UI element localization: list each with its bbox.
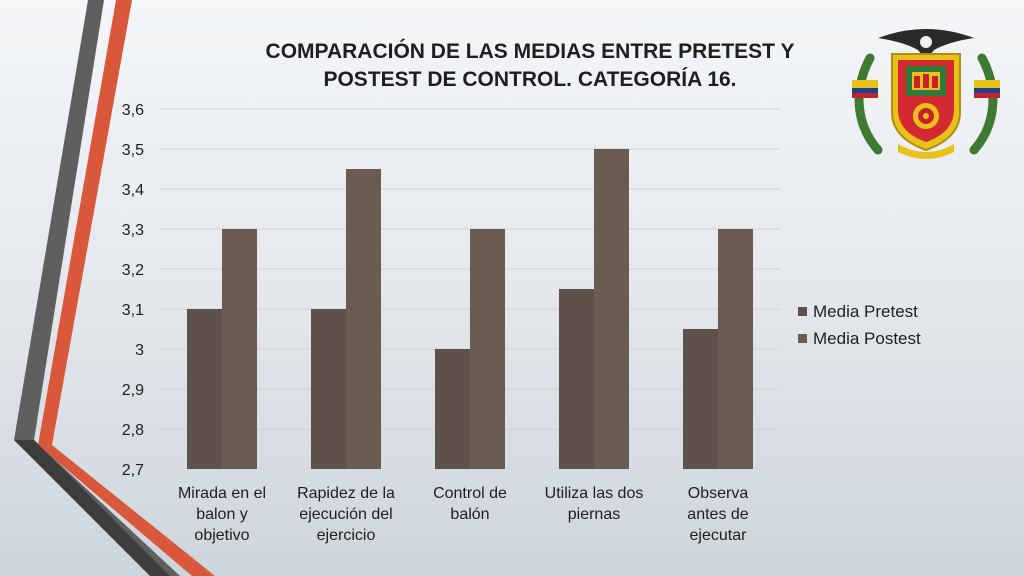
chart-title-line-1: COMPARACIÓN DE LAS MEDIAS ENTRE PRETEST … <box>265 40 795 63</box>
x-category-label-line: piernas <box>568 506 620 523</box>
x-category-label-line: Mirada en el <box>178 485 266 502</box>
decor-stripe-orange <box>38 0 215 576</box>
y-tick-label: 3,6 <box>122 102 144 119</box>
x-category-label-line: ejercicio <box>317 527 376 544</box>
bar-pretest <box>311 309 346 469</box>
bar-pretest <box>187 309 222 469</box>
x-category-label-line: objetivo <box>194 527 249 544</box>
x-category-label: Observa antes de ejecutar <box>687 485 748 544</box>
coat-of-arms-icon <box>852 29 1000 159</box>
legend-item-pretest: Media Pretest <box>798 298 921 325</box>
bar-postest <box>222 229 257 469</box>
x-category-label-line: ejecutar <box>690 527 748 544</box>
x-category-label: Utiliza las dos piernas <box>545 485 644 523</box>
y-tick-label: 3,2 <box>122 262 144 279</box>
y-tick-label: 3,3 <box>122 222 144 239</box>
x-category-label-line: ejecución del <box>299 506 392 523</box>
y-tick-label: 3,4 <box>122 182 144 199</box>
bar-postest <box>346 169 381 469</box>
y-tick-label: 3,1 <box>122 302 144 319</box>
bar-pretest <box>683 329 718 469</box>
x-category-label-line: Utiliza las dos <box>545 485 644 502</box>
y-axis-ticks: 2,7 2,8 2,9 3 3,1 3,2 3,3 3,4 3,5 3,6 <box>122 102 144 479</box>
bar-postest <box>470 229 505 469</box>
x-category-label-line: Observa <box>688 485 749 502</box>
decor-stripe-dark <box>14 440 170 576</box>
y-tick-label: 2,8 <box>122 422 144 439</box>
legend-swatch-pretest <box>798 307 807 316</box>
x-category-label: Control de balón <box>433 485 507 523</box>
x-category-label-line: balon y <box>196 506 248 523</box>
x-category-label-line: antes de <box>687 506 748 523</box>
y-tick-label: 3 <box>135 342 144 359</box>
x-category-label: Rapidez de la ejecución del ejercicio <box>297 485 395 544</box>
x-category-label-line: Rapidez de la <box>297 485 395 502</box>
x-category-label-line: Control de <box>433 485 507 502</box>
bar-postest <box>718 229 753 469</box>
x-category-label: Mirada en el balon y objetivo <box>178 485 266 544</box>
bar-pretest <box>435 349 470 469</box>
x-category-label-line: balón <box>450 506 489 523</box>
legend-swatch-postest <box>798 334 807 343</box>
y-tick-label: 3,5 <box>122 142 144 159</box>
legend-item-postest: Media Postest <box>798 325 921 352</box>
legend-label-postest: Media Postest <box>813 328 921 348</box>
bar-pretest <box>559 289 594 469</box>
chart-title-line-2: POSTEST DE CONTROL. CATEGORÍA 16. <box>323 68 737 91</box>
decor-stripe-gray <box>14 0 180 576</box>
y-tick-label: 2,7 <box>122 462 144 479</box>
x-axis-categories: Mirada en el balon y objetivo Rapidez de la… <box>178 485 749 544</box>
legend-label-pretest: Media Pretest <box>813 301 918 321</box>
chart-title: COMPARACIÓN DE LAS MEDIAS ENTRE PRETEST … <box>190 38 870 94</box>
y-tick-label: 2,9 <box>122 382 144 399</box>
bar-postest <box>594 149 629 469</box>
chart-legend: Media Pretest Media Postest <box>798 298 921 352</box>
bars <box>187 149 753 469</box>
